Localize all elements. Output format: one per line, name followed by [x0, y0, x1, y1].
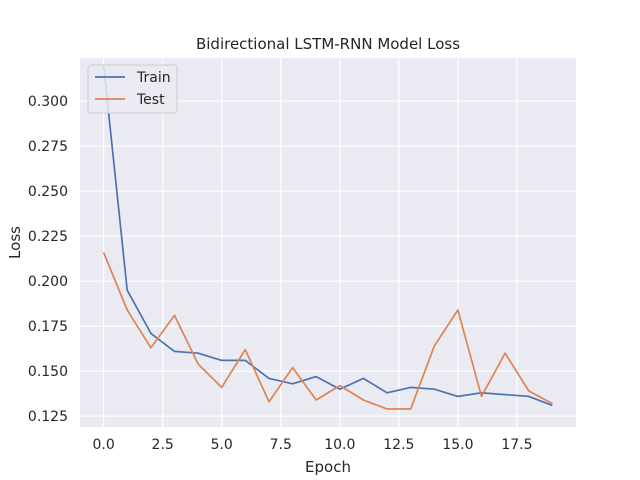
y-tick-label: 0.275: [28, 139, 68, 155]
y-tick-label: 0.200: [28, 274, 68, 290]
x-tick-label: 12.5: [383, 437, 414, 453]
y-tick-label: 0.150: [28, 364, 68, 380]
y-tick-labels: 0.125 0.150 0.175 0.200 0.225 0.250 0.275 0.300: [28, 94, 68, 425]
chart-title: Bidirectional LSTM-RNN Model Loss: [196, 35, 460, 53]
series-layer: [102, 65, 553, 410]
grid-lines: [80, 58, 576, 427]
y-axis-label: Loss: [6, 226, 24, 259]
x-tick-label: 5.0: [211, 437, 233, 453]
legend-label-train: Train: [136, 70, 171, 86]
legend: Train Test: [87, 64, 178, 114]
series-line-test: [102, 252, 553, 410]
x-tick-label: 2.5: [152, 437, 174, 453]
series-line-train: [102, 65, 553, 407]
x-tick-labels: 0.0 2.5 5.0 7.5 10.0 12.5 15.0 17.5: [92, 437, 532, 453]
x-tick-label: 17.5: [501, 437, 532, 453]
y-tick-label: 0.125: [28, 409, 68, 425]
legend-label-test: Test: [136, 92, 165, 108]
y-tick-label: 0.250: [28, 184, 68, 200]
x-axis-label: Epoch: [305, 458, 351, 476]
y-tick-label: 0.225: [28, 229, 68, 245]
x-tick-label: 15.0: [442, 437, 473, 453]
x-tick-label: 10.0: [324, 437, 355, 453]
y-tick-label: 0.175: [28, 319, 68, 335]
x-tick-label: 7.5: [270, 437, 292, 453]
x-tick-label: 0.0: [92, 437, 114, 453]
y-tick-label: 0.300: [28, 94, 68, 110]
